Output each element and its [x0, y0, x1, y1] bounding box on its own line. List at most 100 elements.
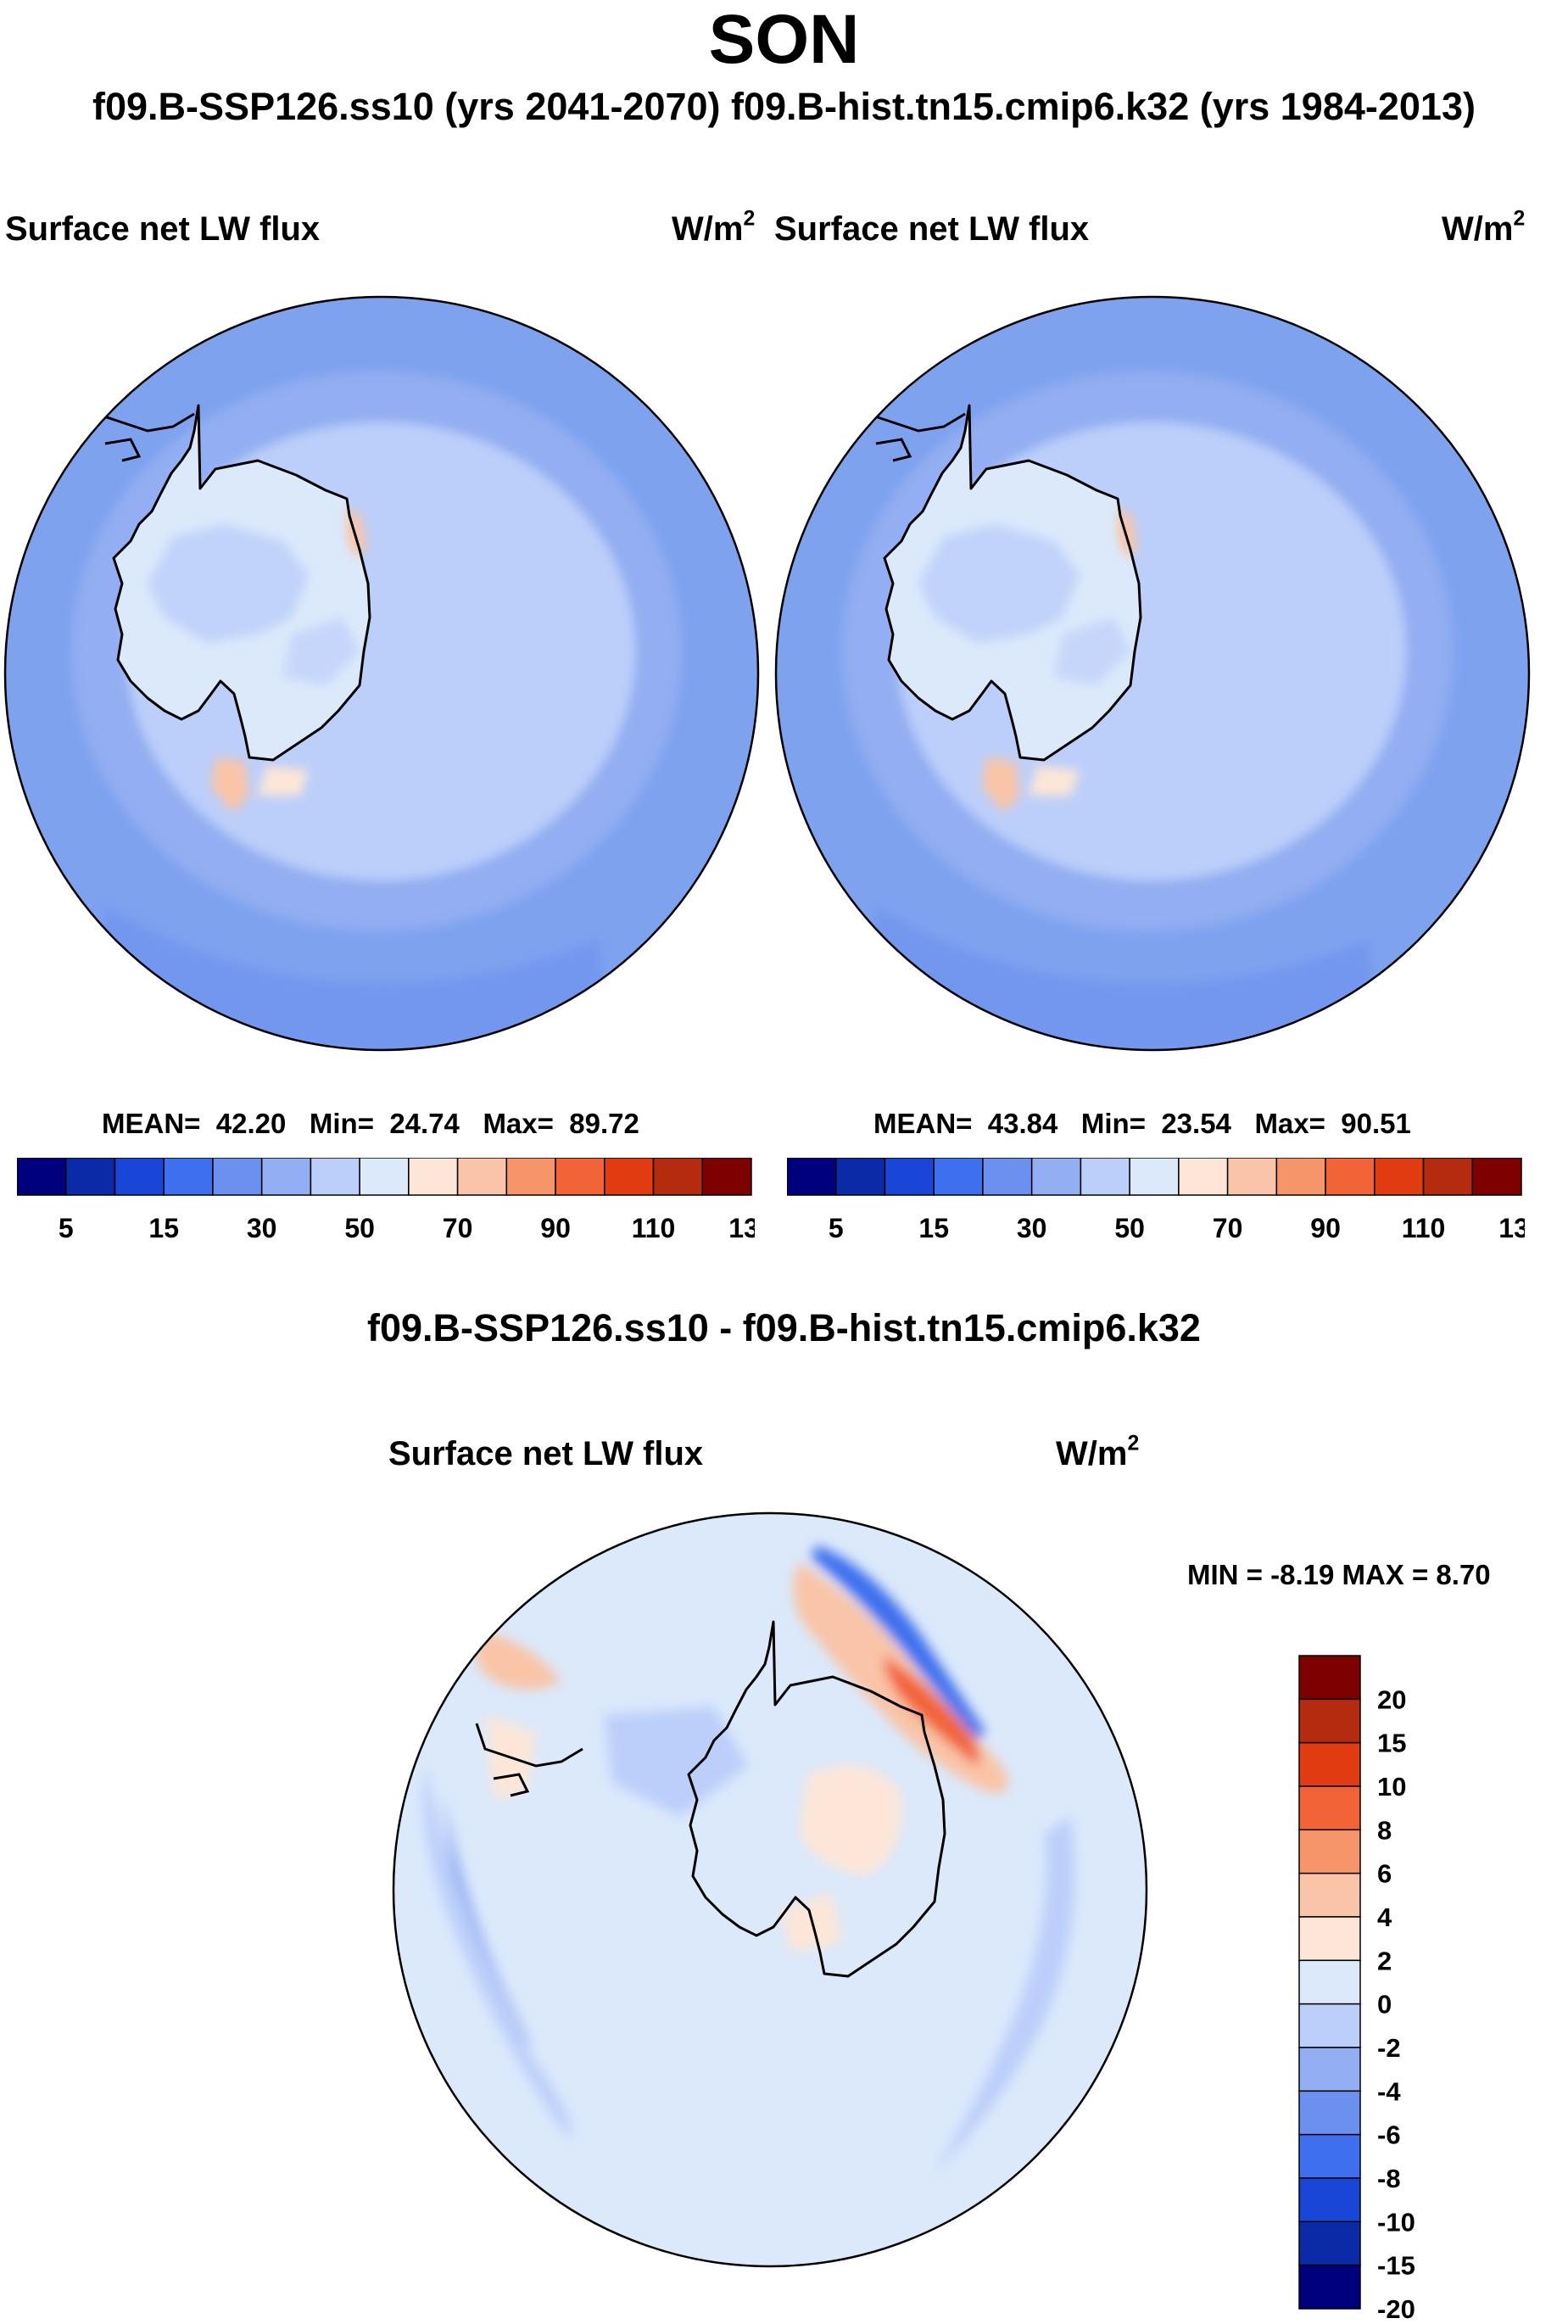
panel1-min-value: 24.74: [389, 1108, 460, 1139]
panel2-colorbar-swatch: [884, 1158, 935, 1196]
panel2-colorbar-swatch: [1129, 1158, 1180, 1196]
panel1-colorbar-tick-label: 90: [540, 1213, 571, 1243]
panel2-max-label: Max=: [1254, 1108, 1325, 1139]
panel1-colorbar-swatch: [114, 1158, 165, 1196]
diff-background: [393, 1513, 1147, 2266]
panel2-colorbar-tick-label: 15: [918, 1213, 949, 1243]
panel2-colorbar-swatch: [834, 1158, 886, 1196]
panel1-warm-patch-southeast: [258, 766, 309, 796]
panel1-colorbar-swatch: [555, 1158, 605, 1196]
panel1-colorbar-tick-label: 5: [59, 1213, 74, 1243]
panel1-colorbar-swatch: [604, 1158, 655, 1196]
panel2-colorbar-swatch: [1325, 1158, 1375, 1196]
diff-cool-band-east: [935, 1817, 1075, 2173]
diff-colorbar-tick-label: -10: [1377, 2207, 1415, 2237]
panel1-colorbar-swatch: [701, 1158, 752, 1196]
run-comparison-header: f09.B-SSP126.ss10 (yrs 2041-2070) f09.B-…: [92, 85, 1476, 128]
panel2-colorbar-tick-label: 70: [1213, 1213, 1243, 1243]
panel2-colorbar-swatch: [933, 1158, 984, 1196]
diff-warm-patch-west: [474, 1630, 561, 1690]
panel1-colorbar-swatch: [359, 1158, 410, 1196]
panel2-colorbar-swatch: [1374, 1158, 1425, 1196]
panel2-colorbar-swatch: [1178, 1158, 1229, 1196]
panel2-colorbar-swatch: [1030, 1158, 1082, 1196]
diff-colorbar-tick-label: -2: [1377, 2033, 1401, 2063]
diff-colorbar-tick-label: 4: [1377, 1902, 1392, 1932]
panel1-coastline: [112, 404, 371, 762]
diff-colorbar-swatch: [1298, 1959, 1361, 2005]
panel2-units-base: W/m: [1442, 210, 1514, 248]
diff-colorbar-tick-label: 2: [1377, 1946, 1392, 1975]
diff-colorbar-tick-label: 20: [1377, 1684, 1406, 1714]
panel2-colorbar-tick-label: 5: [829, 1213, 844, 1243]
panel2-mean-value: 43.84: [987, 1108, 1058, 1139]
panel2-colorbar-tick-label: 130: [1498, 1213, 1525, 1243]
panel2-ice-interior-east: [1054, 617, 1130, 685]
diff-colorbar-swatch: [1298, 2264, 1361, 2310]
diff-colorbar-swatch: [1298, 2003, 1361, 2048]
panel1-colorbar-tick-label: 70: [443, 1213, 473, 1243]
difference-title: f09.B-SSP126.ss10 - f09.B-hist.tn15.cmip…: [367, 1306, 1201, 1349]
panel2-colorbar-tick-label: 90: [1310, 1213, 1341, 1243]
panel1-colorbar-tick-label: 110: [632, 1213, 676, 1243]
panel1-colorbar-tick-label: 30: [247, 1213, 277, 1243]
diff-map-border: [392, 1511, 1148, 2268]
diff-colorbar-tick-label: 8: [1377, 1815, 1392, 1845]
diff-colorbar-tick-label: -15: [1377, 2251, 1415, 2281]
panel2-colorbar-swatch: [787, 1158, 837, 1196]
diff-colorbar-swatch: [1298, 1916, 1361, 1962]
panel2-colorbar-tick-label: 30: [1017, 1213, 1047, 1243]
diff-units-label: W/m2: [1056, 1432, 1140, 1473]
panel2-mean-label: MEAN=: [873, 1108, 973, 1139]
panel1-colorbar-swatch: [456, 1158, 508, 1196]
diff-colorbar-tick-label: 6: [1377, 1859, 1392, 1889]
panel2-min-value: 23.54: [1161, 1108, 1231, 1139]
panel2-colorbar-swatch: [1275, 1158, 1326, 1196]
panel1-colorbar-swatch: [64, 1158, 116, 1196]
panel2-colorbar-tick-label: 110: [1402, 1213, 1446, 1243]
panel1-map-border: [3, 295, 760, 1052]
panel1-mean-value: 42.20: [215, 1108, 287, 1139]
panel2-colorbar-swatch: [1471, 1158, 1522, 1196]
panel2-map-border: [774, 295, 1531, 1052]
diff-colorbar-swatch: [1298, 2090, 1361, 2136]
diff-colorbar-swatch: [1298, 2221, 1361, 2266]
diff-colorbar-swatch: [1298, 1829, 1361, 1874]
panel1-colorbar-tick-label: 50: [344, 1213, 375, 1243]
panel1-units-base: W/m: [672, 210, 744, 248]
difference-polar-map: [392, 1511, 1148, 2268]
figure-title: SON: [708, 1, 860, 78]
diff-colorbar-swatch: [1298, 1698, 1361, 1744]
diff-colorbar-swatch: [1298, 1741, 1361, 1787]
panel2-colorbar-swatch: [982, 1158, 1033, 1196]
diff-colorbar-swatch: [1298, 1655, 1361, 1701]
diff-colorbar-tick-label: 15: [1377, 1729, 1406, 1758]
panel1-max-label: Max=: [483, 1108, 554, 1139]
panel1-mean-label: MEAN=: [102, 1108, 201, 1139]
diff-units-exp: 2: [1127, 1432, 1140, 1455]
panel1-units-label: W/m2: [672, 209, 755, 249]
diff-min-max: MIN = -8.19 MAX = 8.70: [1187, 1559, 1491, 1590]
diff-colorbar-tick-label: 0: [1377, 1990, 1392, 2020]
panel1-warm-patch-south: [211, 757, 249, 813]
diff-colorbar-tick-label: -20: [1377, 2294, 1415, 2324]
panel1-max-value: 89.72: [569, 1108, 639, 1139]
panel1-colorbar-tick-label: 130: [728, 1213, 755, 1243]
panel2-stats: MEAN= 43.84 Min= 23.54 Max= 90.51: [873, 1108, 1411, 1140]
diff-colorbar-tick-label: 10: [1377, 1772, 1406, 1802]
diff-colorbar-swatch: [1298, 2177, 1361, 2223]
panel1-stats: MEAN= 42.20 Min= 24.74 Max= 89.72: [102, 1108, 639, 1140]
panel2-colorbar-tick-label: 50: [1114, 1213, 1145, 1243]
diff-cool-patch-interior: [604, 1707, 748, 1817]
panel2-coastline: [883, 404, 1142, 762]
panel2-colorbar-swatch: [1226, 1158, 1278, 1196]
panel2-min-label: Min=: [1080, 1108, 1146, 1139]
diff-cool-band-west: [423, 1766, 572, 2139]
panel2-units-exp: 2: [1513, 207, 1526, 231]
panel1-colorbar: 5 15 30 50 70 90 110 130: [17, 1158, 755, 1243]
panel1-colorbar-swatch: [310, 1158, 360, 1196]
panel1-colorbar-swatch: [212, 1158, 263, 1196]
panel2-ice-interior: [918, 524, 1080, 643]
panel1-ice-interior-east: [283, 617, 360, 685]
diff-colorbar-swatch: [1298, 2133, 1361, 2179]
